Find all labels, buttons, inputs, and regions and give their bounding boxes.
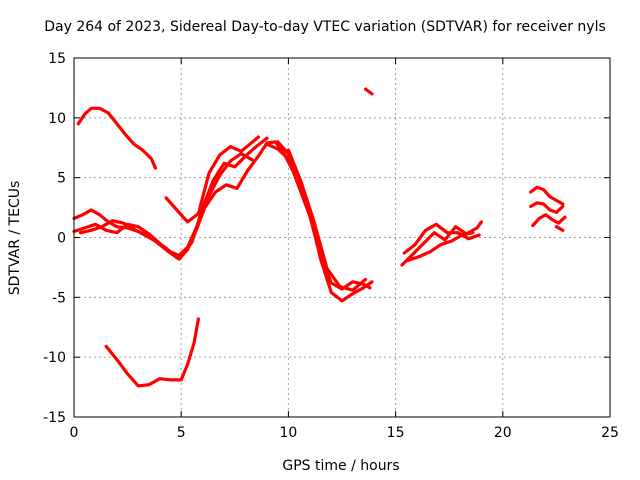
y-tick-label: 0 (57, 231, 66, 247)
series-track-g (265, 142, 372, 291)
series-track-l (402, 222, 481, 255)
x-tick-label: 15 (387, 425, 405, 441)
chart-title: Day 264 of 2023, Sidereal Day-to-day VTE… (44, 19, 606, 35)
grid (74, 58, 610, 417)
y-tick-label: 5 (57, 171, 66, 187)
x-tick-label: 5 (177, 425, 186, 441)
plot-frame (73, 57, 611, 418)
y-tick-label: -15 (43, 410, 66, 426)
series-group (72, 87, 567, 388)
x-tick-label: 20 (494, 425, 512, 441)
x-axis-label: GPS time / hours (282, 458, 399, 474)
series-track-m (406, 231, 475, 262)
y-axis-label: SDTVAR / TECUs (7, 181, 23, 296)
series-track-f (104, 317, 200, 388)
series-track-p (531, 213, 567, 228)
x-tick-label: 0 (70, 425, 79, 441)
series-track-q (554, 225, 565, 232)
x-tick-label: 25 (601, 425, 619, 441)
series-track-i (286, 148, 368, 292)
ticks: 0 5 10 15 20 25 -15 -10 -5 0 5 10 15 (43, 51, 619, 441)
series-track-e (164, 135, 260, 224)
series-track-o (529, 201, 565, 214)
y-tick-label: 10 (48, 111, 66, 127)
series-track-j (364, 87, 374, 96)
x-tick-label: 10 (279, 425, 297, 441)
series-track-n (529, 185, 565, 206)
series-track-d (78, 152, 254, 260)
y-tick-label: -5 (52, 290, 66, 306)
y-tick-label: 15 (48, 51, 66, 67)
series-track-k (400, 220, 483, 267)
y-tick-label: -10 (43, 350, 66, 366)
series-track-a (76, 106, 158, 170)
series-track-b (72, 140, 295, 261)
